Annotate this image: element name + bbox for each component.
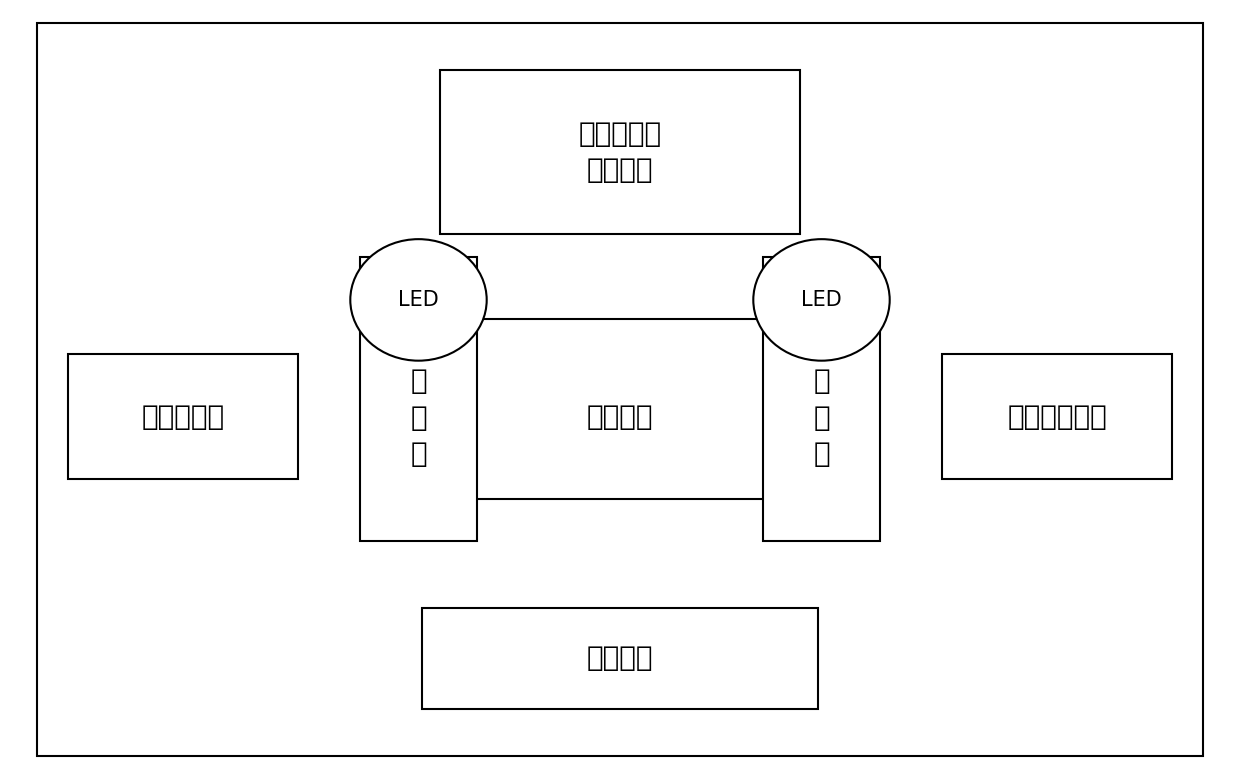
Text: LED: LED (801, 290, 842, 310)
Text: 前视声纳: 前视声纳 (587, 403, 653, 431)
Text: 光
学
相
机: 光 学 相 机 (410, 330, 427, 468)
Text: LED: LED (398, 290, 439, 310)
Bar (68, 354, 298, 479)
Bar (422, 608, 818, 709)
Bar (440, 70, 800, 234)
Text: 三轴电子罗盘: 三轴电子罗盘 (1007, 403, 1107, 431)
Ellipse shape (753, 239, 890, 361)
Text: 电源系统: 电源系统 (587, 644, 653, 672)
Bar (360, 257, 477, 541)
Bar (763, 257, 880, 541)
Ellipse shape (350, 239, 486, 361)
Text: 推进器模块: 推进器模块 (141, 403, 224, 431)
Text: 信息处理与
控制单元: 信息处理与 控制单元 (578, 119, 662, 185)
Text: 光
学
相
机: 光 学 相 机 (813, 330, 830, 468)
Bar (942, 354, 1172, 479)
